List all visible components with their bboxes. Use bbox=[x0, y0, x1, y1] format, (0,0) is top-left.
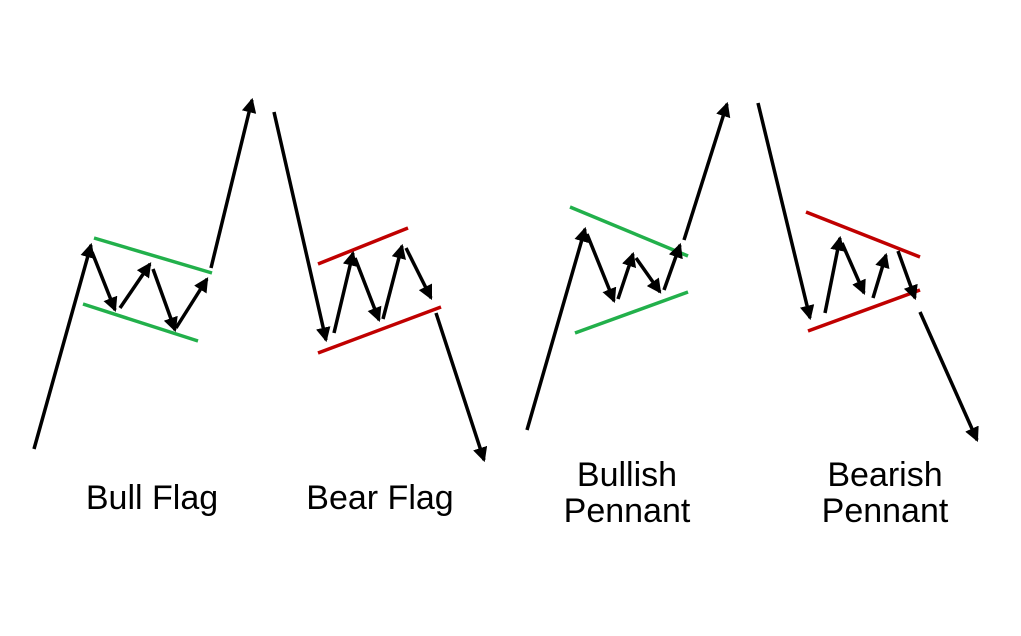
bear-flag-swing-arrow bbox=[332, 250, 358, 334]
bullish-pennant-swing-arrow bbox=[585, 233, 617, 304]
bearish-pennant-lower-trendline bbox=[807, 288, 921, 333]
bear-flag-upper-trendline bbox=[317, 226, 409, 266]
bullish-pennant-swing-arrow bbox=[662, 242, 683, 291]
bullish-pennant-pole-arrow bbox=[525, 226, 589, 431]
bearish-pennant-swing-arrow bbox=[840, 242, 866, 296]
bear-flag-swing-arrow bbox=[381, 243, 406, 320]
bearish-pennant-label-line-1: Bearish bbox=[827, 456, 943, 494]
bear-flag-diagram bbox=[272, 111, 488, 463]
bullish-pennant-label-line-2: Pennant bbox=[563, 491, 691, 530]
bull-flag-swing-arrow bbox=[174, 277, 209, 329]
bearish-pennant-breakout-arrow bbox=[918, 311, 979, 443]
bull-flag-upper-trendline bbox=[93, 236, 213, 275]
bearish-pennant-price-path bbox=[756, 102, 979, 443]
bearish-pennant-diagram bbox=[756, 102, 979, 443]
bearish-pennant-label-line-2: Pennant bbox=[821, 491, 949, 530]
bull-flag-label: Bull Flag bbox=[62, 479, 242, 517]
bull-flag-diagram bbox=[32, 97, 257, 450]
bullish-pennant-label: Bullish Pennant bbox=[532, 456, 722, 530]
bearish-pennant-upper-trendline bbox=[805, 210, 921, 259]
bullish-pennant-diagram bbox=[525, 101, 731, 431]
bullish-pennant-upper-trendline bbox=[569, 205, 689, 258]
bullish-pennant-lower-trendline bbox=[574, 290, 689, 335]
bullish-pennant-label-line-1: Bullish bbox=[576, 456, 678, 494]
bear-flag-label: Bear Flag bbox=[290, 479, 470, 517]
bull-flag-swing-arrow bbox=[118, 262, 152, 309]
bear-flag-swing-arrow bbox=[353, 257, 382, 323]
bearish-pennant-swing-arrow bbox=[823, 235, 845, 314]
bullish-pennant-price-path bbox=[525, 101, 731, 431]
bearish-pennant-swing-arrow bbox=[896, 250, 918, 301]
bull-flag-label-line: Bull Flag bbox=[85, 479, 219, 517]
bear-flag-label-line: Bear Flag bbox=[306, 479, 454, 517]
bear-flag-breakout-arrow bbox=[434, 312, 488, 463]
bear-flag-price-path bbox=[272, 111, 488, 463]
bull-flag-breakout-arrow bbox=[209, 97, 257, 269]
bullish-pennant-swing-arrow bbox=[616, 251, 637, 300]
bearish-pennant-pole-arrow bbox=[756, 102, 815, 321]
bull-flag-pole-arrow bbox=[32, 242, 95, 450]
bullish-pennant-swing-arrow bbox=[634, 256, 662, 294]
bull-flag-swing-arrow bbox=[90, 251, 118, 313]
bullish-pennant-breakout-arrow bbox=[682, 101, 731, 241]
bearish-pennant-label: Bearish Pennant bbox=[790, 456, 980, 530]
bull-flag-lower-trendline bbox=[82, 302, 199, 343]
bear-flag-swing-arrow bbox=[404, 247, 433, 300]
bull-flag-swing-arrow bbox=[151, 268, 178, 333]
bull-flag-price-path bbox=[32, 97, 257, 450]
bear-flag-lower-trendline bbox=[317, 305, 442, 355]
bearish-pennant-swing-arrow bbox=[871, 252, 890, 299]
bear-flag-pole-arrow bbox=[272, 111, 331, 343]
